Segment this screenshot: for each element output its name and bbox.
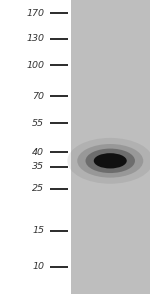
Text: 70: 70 [32,92,44,101]
Ellipse shape [85,148,135,173]
Text: 25: 25 [32,184,44,193]
Text: 130: 130 [26,34,44,43]
Text: 15: 15 [32,226,44,235]
Text: 55: 55 [32,119,44,128]
Text: 10: 10 [32,263,44,271]
Bar [70,0,150,294]
Text: 170: 170 [26,9,44,18]
Text: 35: 35 [32,163,44,171]
Ellipse shape [67,138,150,184]
Bar [0,0,70,294]
Text: 40: 40 [32,148,44,157]
Ellipse shape [94,153,127,168]
Ellipse shape [77,144,143,178]
Text: 100: 100 [26,61,44,70]
